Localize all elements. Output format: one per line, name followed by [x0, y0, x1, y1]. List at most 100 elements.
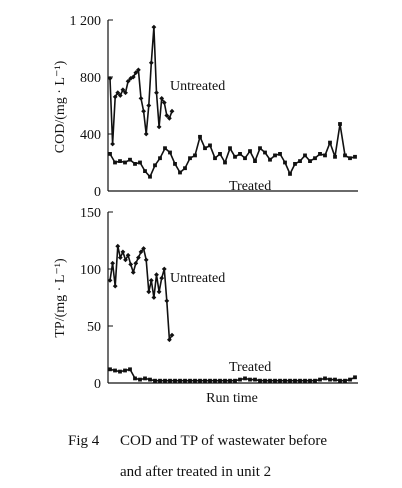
panel-cod-untreated-point [154, 90, 159, 96]
panel-tp-y-axis-label: TP/(mg · L⁻¹) [53, 258, 68, 338]
panel-tp-treated-point [353, 375, 357, 380]
panel-tp-treated-point [193, 378, 197, 383]
panel-tp-treated-point [263, 378, 267, 383]
panel-tp-untreated-point [120, 249, 126, 255]
panel-tp-treated-point [253, 377, 257, 382]
panel-cod-untreated-point [138, 96, 144, 101]
panel-cod-untreated-point [161, 100, 167, 105]
panel-cod-treated-point [328, 140, 332, 145]
panel-tp-treated-point [218, 378, 222, 383]
panel-tp-treated-point [283, 378, 287, 383]
panel-tp-treated-point [258, 378, 262, 383]
panel-cod-untreated-point [143, 131, 149, 137]
panel-tp-untreated-point [167, 337, 172, 343]
panel-cod-untreated-point [130, 74, 136, 80]
panel-cod-treated-point [273, 153, 277, 158]
panel-tp-treated-point [338, 378, 342, 383]
panel-tp-y-tick-label: 100 [80, 263, 101, 278]
panel-cod-untreated-point [159, 96, 165, 101]
panel-cod-treated-point [183, 166, 187, 171]
panel-tp-y-tick-label: 150 [80, 206, 101, 221]
panel-cod-treated-point [113, 160, 117, 165]
panel-tp-treated-point [278, 378, 282, 383]
panel-tp-untreated-point [148, 278, 154, 283]
panel-tp-treated-label: Treated [229, 360, 271, 375]
panel-tp-untreated-point [156, 289, 162, 295]
panel-cod-y-tick-label: 0 [94, 185, 101, 200]
panel-cod-treated-point [198, 134, 202, 139]
panel-cod-untreated-point [169, 108, 175, 114]
panel-tp-untreated-point [110, 260, 115, 266]
panel-cod-treated-point [133, 162, 137, 166]
panel-cod-treated-point [238, 152, 242, 156]
panel-tp-treated-point [228, 378, 232, 383]
panel-tp-treated-point [178, 378, 182, 383]
panel-cod-untreated-point [120, 87, 126, 93]
panel-cod-treated-point [213, 156, 217, 161]
panel-cod-untreated-point [115, 90, 121, 96]
panel-tp-treated-point [223, 378, 227, 383]
panel-cod-treated-point [243, 156, 247, 161]
panel-tp-untreated-point [133, 260, 139, 266]
panel-cod-untreated-point [112, 94, 118, 100]
panel-tp-treated-point [148, 377, 152, 382]
panel-cod-treated-point [153, 163, 157, 168]
panel-cod-untreated-point [151, 24, 157, 30]
panel-tp-untreated-point [123, 257, 128, 263]
panel-tp-treated-point [198, 378, 202, 383]
panel-cod-treated-point [143, 169, 147, 173]
panel-cod-treated-point [218, 152, 222, 156]
panel-tp-untreated-point [112, 283, 118, 289]
panel-tp-treated-point [138, 377, 142, 382]
panel-tp-untreated-point [125, 252, 131, 258]
panel-cod-treated-point [293, 162, 297, 166]
panel-tp-treated-point [243, 376, 247, 381]
panel-cod-treated-point [108, 152, 112, 156]
panel-tp-treated-point [238, 377, 242, 382]
panel-cod-treated-point [288, 172, 292, 176]
panel-cod-untreated-point [117, 93, 123, 98]
panel-cod-untreated-point [136, 67, 141, 73]
panel-tp-untreated-point [146, 289, 152, 295]
panel-tp-treated-point [348, 377, 352, 382]
panel-tp-untreated-point [159, 275, 165, 281]
panel-cod-treated-point [298, 159, 302, 163]
panel-tp-treated-point [248, 377, 252, 382]
panel-cod-treated-point [203, 146, 207, 151]
panel-tp-treated-point [273, 378, 277, 383]
panel-tp-treated-point [343, 378, 347, 383]
panel-tp-y-tick-label: 0 [94, 377, 101, 392]
panel-tp-treated-point [123, 368, 127, 373]
panel-tp-treated-point [268, 378, 272, 383]
panel-tp-treated-point [298, 378, 302, 383]
panel-cod-treated-point [278, 152, 282, 156]
panel-cod-treated-point [228, 146, 232, 151]
panel-cod-treated-point [118, 159, 122, 163]
panel-cod-treated-label: Treated [229, 179, 271, 194]
panel-cod-y-tick-label: 400 [80, 128, 101, 143]
panel-cod-untreated-point [107, 76, 113, 81]
panel-tp-treated-point [173, 378, 177, 383]
panel-tp-treated-point [183, 378, 187, 383]
panel-tp-treated-point [293, 378, 297, 383]
panel-cod-untreated-point [133, 70, 139, 76]
panel-tp-treated-point [208, 378, 212, 383]
panel-cod-treated-point [318, 152, 322, 156]
panel-cod-untreated-point [156, 124, 162, 130]
panel-cod-untreated-label: Untreated [170, 79, 225, 94]
panel-cod-treated-point [123, 160, 127, 165]
panel-cod-treated-point [158, 156, 162, 161]
panel-cod-treated-point [208, 143, 212, 148]
panel-cod-treated-point [353, 154, 357, 159]
panel-cod-treated-point [233, 154, 237, 159]
panel-tp-treated-point [143, 376, 147, 381]
panel-tp-treated-point [318, 377, 322, 382]
panel-tp-y-tick-label: 50 [87, 320, 101, 335]
panel-tp-treated-point [323, 376, 327, 381]
panel-tp-untreated-point [115, 243, 121, 249]
panel-tp-untreated-point [136, 255, 141, 260]
panel-cod-treated-point [258, 146, 262, 151]
panel-cod-treated-point [178, 170, 182, 175]
panel-tp-untreated-point [154, 272, 159, 278]
panel-tp-treated-point [313, 378, 317, 383]
